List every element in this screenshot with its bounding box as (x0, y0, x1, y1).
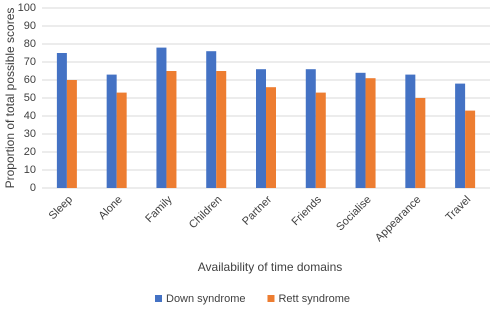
bar (465, 110, 476, 188)
y-tick-label: 90 (24, 20, 36, 32)
bar (256, 69, 266, 188)
bar (355, 72, 366, 188)
x-tick-label: Friends (290, 193, 325, 228)
bar (455, 83, 466, 188)
y-tick-label: 100 (18, 2, 36, 14)
legend-swatch (155, 295, 162, 302)
bar (266, 87, 276, 188)
bar (156, 47, 167, 188)
bar (56, 53, 67, 188)
x-tick-label: Family (143, 193, 175, 225)
x-tick-label: Travel (443, 194, 473, 224)
bar (116, 92, 127, 188)
x-tick-label: Appearance (373, 194, 423, 244)
legend-label: Down syndrome (166, 293, 245, 305)
y-tick-label: 40 (24, 110, 36, 122)
x-axis-title: Availability of time domains (198, 260, 343, 274)
y-tick-label: 10 (24, 164, 36, 176)
bar (66, 80, 77, 188)
y-tick-label: 80 (24, 38, 36, 50)
x-tick-label: Partner (240, 193, 274, 227)
bar (315, 92, 326, 188)
y-tick-label: 50 (24, 92, 36, 104)
x-tick-label: Sleep (47, 194, 75, 222)
y-axis-title: Proportion of total possible scores (3, 8, 17, 189)
bar (166, 71, 177, 188)
bar (365, 78, 376, 188)
y-tick-label: 60 (24, 74, 36, 86)
bar (405, 74, 416, 188)
bar (415, 98, 426, 188)
legend-swatch (267, 295, 275, 302)
y-tick-label: 0 (30, 182, 36, 194)
bar (206, 51, 217, 189)
y-tick-label: 20 (24, 146, 36, 158)
x-tick-label: Children (187, 194, 224, 231)
bar (305, 69, 316, 188)
y-tick-label: 30 (24, 128, 36, 140)
y-tick-label: 70 (24, 56, 36, 68)
bar (106, 74, 117, 188)
legend-label: Rett syndrome (278, 293, 350, 305)
bar (216, 71, 227, 188)
x-tick-label: Socialise (334, 194, 374, 234)
x-tick-label: Alone (96, 194, 124, 222)
